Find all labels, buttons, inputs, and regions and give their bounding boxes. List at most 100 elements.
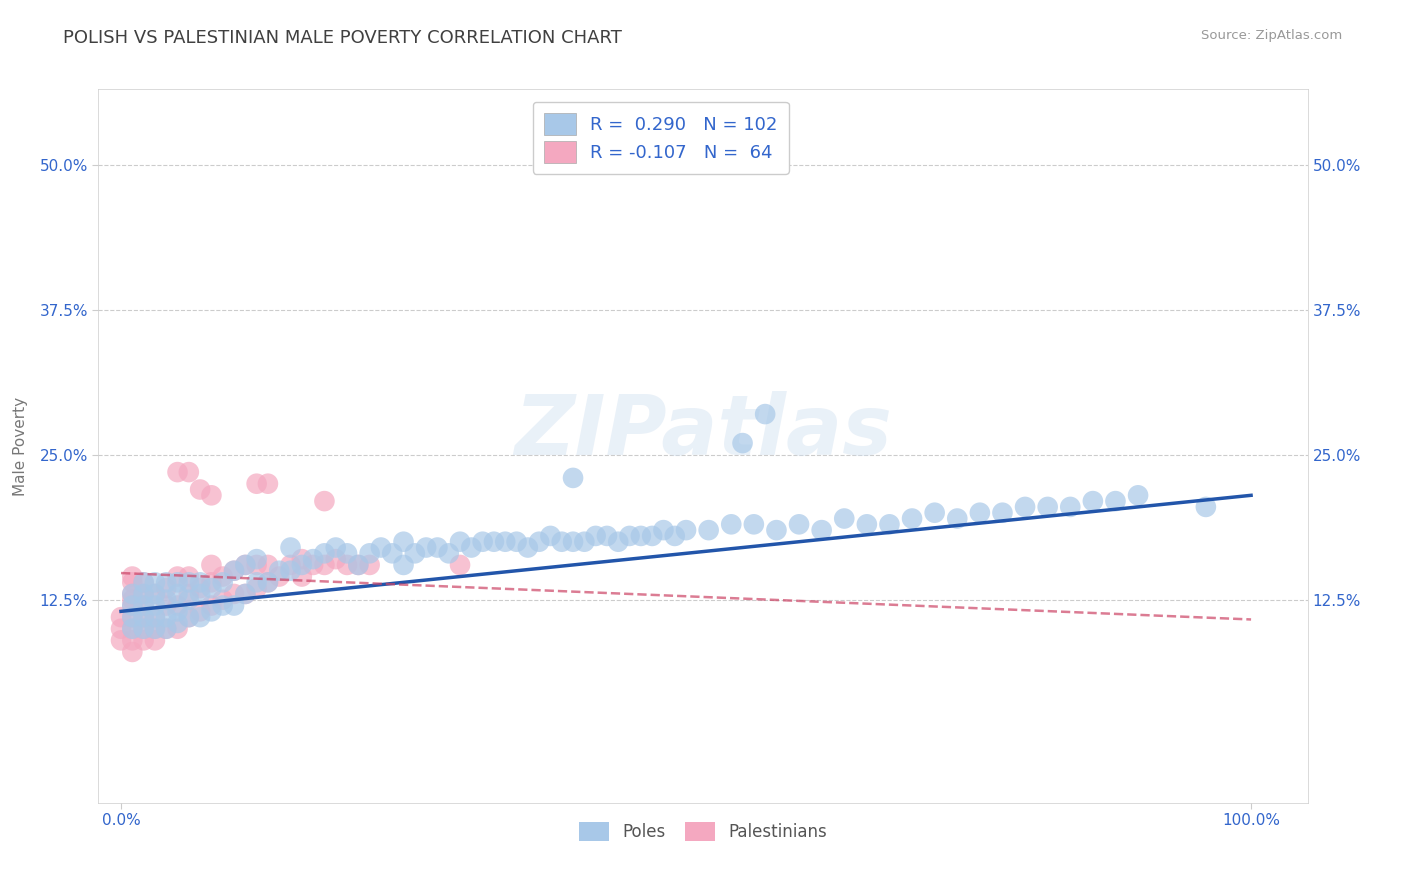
Point <box>246 558 269 572</box>
Point <box>155 610 177 624</box>
Point <box>200 604 222 618</box>
Point <box>121 610 143 624</box>
Point <box>664 529 686 543</box>
Point <box>879 517 901 532</box>
Point <box>291 569 314 583</box>
Point <box>177 465 200 479</box>
Point <box>494 534 516 549</box>
Point <box>596 529 619 543</box>
Point <box>246 476 269 491</box>
Point <box>132 587 155 601</box>
Point <box>188 610 211 624</box>
Point <box>121 599 143 613</box>
Point <box>562 534 585 549</box>
Point <box>619 529 641 543</box>
Point <box>652 523 675 537</box>
Point <box>585 529 607 543</box>
Point <box>132 575 155 590</box>
Point <box>132 622 155 636</box>
Point <box>1036 500 1059 514</box>
Point <box>166 615 188 630</box>
Point <box>856 517 879 532</box>
Point <box>233 587 256 601</box>
Point <box>121 575 143 590</box>
Point <box>257 575 280 590</box>
Point <box>121 610 143 624</box>
Point <box>200 488 222 502</box>
Point <box>754 407 776 421</box>
Point <box>482 534 505 549</box>
Point <box>675 523 697 537</box>
Point <box>336 558 359 572</box>
Point <box>155 622 177 636</box>
Point <box>551 534 574 549</box>
Point <box>246 575 269 590</box>
Point <box>1014 500 1036 514</box>
Point <box>246 552 269 566</box>
Point <box>280 564 302 578</box>
Point <box>188 581 211 595</box>
Point <box>415 541 437 555</box>
Point <box>641 529 664 543</box>
Point <box>188 604 211 618</box>
Point <box>166 622 188 636</box>
Point <box>269 569 291 583</box>
Point <box>155 581 177 595</box>
Point <box>460 541 482 555</box>
Point <box>132 610 155 624</box>
Point <box>222 564 245 578</box>
Point <box>110 633 132 648</box>
Point <box>527 534 550 549</box>
Point <box>143 610 166 624</box>
Point <box>562 471 585 485</box>
Point <box>155 592 177 607</box>
Point <box>426 541 449 555</box>
Point <box>177 569 200 583</box>
Legend: Poles, Palestinians: Poles, Palestinians <box>572 815 834 848</box>
Point <box>1195 500 1218 514</box>
Point <box>200 558 222 572</box>
Point <box>222 564 245 578</box>
Point <box>143 622 166 636</box>
Point <box>132 633 155 648</box>
Point <box>1081 494 1104 508</box>
Point <box>200 581 222 595</box>
Point <box>336 546 359 560</box>
Point <box>765 523 787 537</box>
Point <box>787 517 810 532</box>
Point <box>143 633 166 648</box>
Point <box>404 546 426 560</box>
Point <box>200 599 222 613</box>
Point <box>121 645 143 659</box>
Point <box>166 587 188 601</box>
Point <box>166 599 188 613</box>
Point <box>516 541 538 555</box>
Point <box>991 506 1014 520</box>
Point <box>166 604 188 618</box>
Point <box>177 610 200 624</box>
Point <box>291 558 314 572</box>
Point <box>121 592 143 607</box>
Point <box>143 587 166 601</box>
Point <box>302 552 325 566</box>
Point <box>325 552 347 566</box>
Y-axis label: Male Poverty: Male Poverty <box>14 396 28 496</box>
Point <box>143 622 166 636</box>
Point <box>392 558 415 572</box>
Point <box>166 575 188 590</box>
Point <box>143 610 166 624</box>
Point <box>110 622 132 636</box>
Point <box>449 558 471 572</box>
Point <box>347 558 370 572</box>
Point <box>166 465 188 479</box>
Point <box>200 575 222 590</box>
Point <box>233 558 256 572</box>
Point <box>359 558 381 572</box>
Point <box>121 622 143 636</box>
Point <box>314 558 336 572</box>
Point <box>347 558 370 572</box>
Point <box>437 546 460 560</box>
Point <box>314 494 336 508</box>
Point <box>211 599 233 613</box>
Point <box>121 569 143 583</box>
